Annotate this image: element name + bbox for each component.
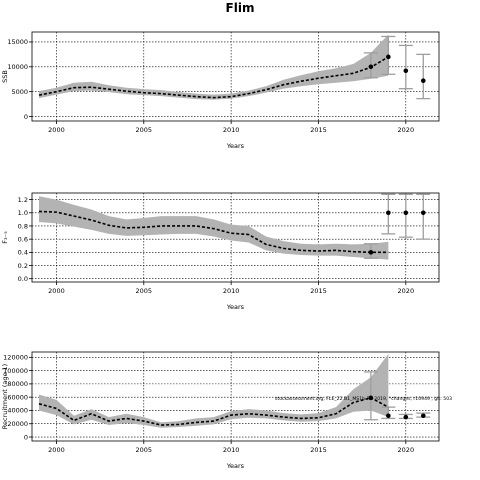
ssb-ytick-label-3: 15000 (7, 38, 28, 46)
fbar-xtick-label-0: 2000 (48, 287, 65, 295)
recruitment-ytick-label-2: 40000 (7, 407, 28, 415)
ssb-xtick-label-4: 2020 (398, 126, 415, 134)
recruitment-xtick-label-4: 2020 (398, 446, 415, 454)
ssb-xtick-label-1: 2005 (136, 126, 153, 134)
fbar-ylabel: F₃₋₅ (1, 231, 9, 244)
fbar-xtick-label-1: 2005 (136, 287, 153, 295)
ssb-axes-frame (31, 31, 440, 122)
fbar-ytick-label-2: 0.4 (18, 249, 28, 257)
ssb-point-2020 (403, 68, 409, 74)
recruitment-ytick-label-5: 100000 (3, 367, 28, 375)
ssb-ytick-label-1: 5000 (11, 88, 28, 96)
fbar-panel: 2000 2005 2010 2015 2020 0.0 0.2 0.4 0.6 0.8 1.0 1.… (1, 192, 440, 311)
ssb-point-2019 (386, 54, 391, 60)
ssb-ytick-label-0: 0 (24, 113, 28, 121)
ssb-point-2018 (368, 64, 374, 70)
recruitment-point-2021 (420, 413, 426, 419)
recruitment-ytick-label-6: 120000 (3, 354, 28, 362)
ssb-xtick-label-0: 2000 (48, 126, 65, 134)
fbar-point-2020 (403, 210, 409, 216)
fbar-ytick-label-3: 0.6 (18, 235, 28, 243)
ssb-point-2021 (420, 78, 426, 84)
assessment-note: stockassessment.org, FLE_22.B1_MS1b-R1 2… (275, 396, 452, 402)
ssb-estimate-line (38, 56, 389, 99)
fbar-ytick-label-6: 1.2 (18, 196, 28, 204)
recruitment-ylabel: Recruitment (age 1) (1, 364, 9, 429)
recruitment-ytick-label-4: 80000 (7, 380, 28, 388)
ssb-confidence-band (38, 34, 389, 100)
fbar-xtick-label-4: 2020 (398, 287, 415, 295)
recruitment-ytick-label-3: 60000 (7, 393, 28, 401)
fbar-estimate-line (38, 210, 389, 254)
fbar-ytick-label-1: 0.2 (18, 262, 28, 270)
recruitment-confidence-band (38, 353, 389, 428)
fbar-xlabel: Years (226, 303, 245, 311)
ssb-ytick-label-2: 10000 (7, 63, 28, 71)
recruitment-xlabel: Years (226, 462, 245, 470)
ssb-ylabel: SSB (1, 70, 9, 83)
fbar-xtick-label-3: 2015 (310, 287, 327, 295)
ssb-xtick-label-3: 2015 (310, 126, 327, 134)
fbar-xtick-label-2: 2010 (223, 287, 240, 295)
recruitment-ytick-label-0: 0 (24, 433, 28, 441)
recruitment-xtick-label-2: 2010 (223, 446, 240, 454)
recruitment-panel: 2000 2005 2010 2015 2020 0 20000 40000 60000 8000… (1, 351, 440, 470)
fbar-point-2019 (386, 210, 391, 216)
fbar-axes-frame (31, 192, 440, 283)
figure-title: Flim (226, 1, 255, 15)
recruitment-estimate-line (38, 396, 389, 426)
ssb-xlabel: Years (226, 142, 245, 150)
fbar-point-2018 (368, 250, 374, 255)
fbar-ytick-label-0: 0.0 (18, 275, 28, 283)
recruitment-ytick-label-1: 20000 (7, 420, 28, 428)
recruitment-point-2020 (403, 414, 409, 420)
recruitment-point-2018 (368, 395, 374, 401)
fbar-ytick-label-5: 1.0 (18, 209, 28, 217)
recruitment-xtick-label-3: 2015 (310, 446, 327, 454)
fbar-ytick-label-4: 0.8 (18, 222, 28, 230)
recruitment-xtick-label-0: 2000 (48, 446, 65, 454)
ssb-xtick-label-2: 2010 (223, 126, 240, 134)
ssb-panel: 2000 2005 2010 2015 2020 0 5000 10000 15000 Years… (1, 31, 440, 150)
fbar-point-2021 (420, 210, 426, 216)
recruitment-xtick-label-1: 2005 (136, 446, 153, 454)
recruitment-point-2019 (386, 413, 391, 419)
recruitment-axes-frame (31, 351, 440, 442)
